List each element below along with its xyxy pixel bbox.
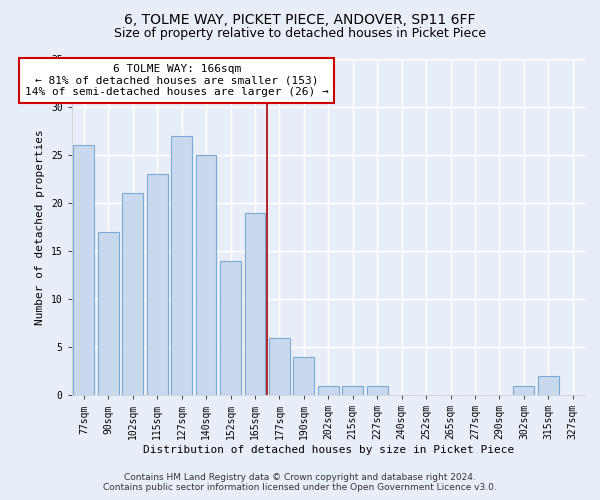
Bar bbox=[196, 155, 217, 395]
Text: 6, TOLME WAY, PICKET PIECE, ANDOVER, SP11 6FF: 6, TOLME WAY, PICKET PIECE, ANDOVER, SP1… bbox=[124, 12, 476, 26]
Bar bbox=[269, 338, 290, 395]
Bar bbox=[245, 212, 265, 395]
Bar bbox=[367, 386, 388, 395]
Bar bbox=[293, 356, 314, 395]
Bar bbox=[318, 386, 339, 395]
Text: 6 TOLME WAY: 166sqm
← 81% of detached houses are smaller (153)
14% of semi-detac: 6 TOLME WAY: 166sqm ← 81% of detached ho… bbox=[25, 64, 329, 97]
Bar bbox=[98, 232, 119, 395]
Text: Size of property relative to detached houses in Picket Piece: Size of property relative to detached ho… bbox=[114, 28, 486, 40]
Bar bbox=[122, 194, 143, 395]
Bar bbox=[73, 146, 94, 395]
X-axis label: Distribution of detached houses by size in Picket Piece: Distribution of detached houses by size … bbox=[143, 445, 514, 455]
Bar bbox=[538, 376, 559, 395]
Bar bbox=[171, 136, 192, 395]
Bar bbox=[147, 174, 167, 395]
Y-axis label: Number of detached properties: Number of detached properties bbox=[35, 129, 46, 325]
Bar bbox=[343, 386, 363, 395]
Bar bbox=[220, 260, 241, 395]
Bar bbox=[514, 386, 534, 395]
Text: Contains HM Land Registry data © Crown copyright and database right 2024.
Contai: Contains HM Land Registry data © Crown c… bbox=[103, 473, 497, 492]
